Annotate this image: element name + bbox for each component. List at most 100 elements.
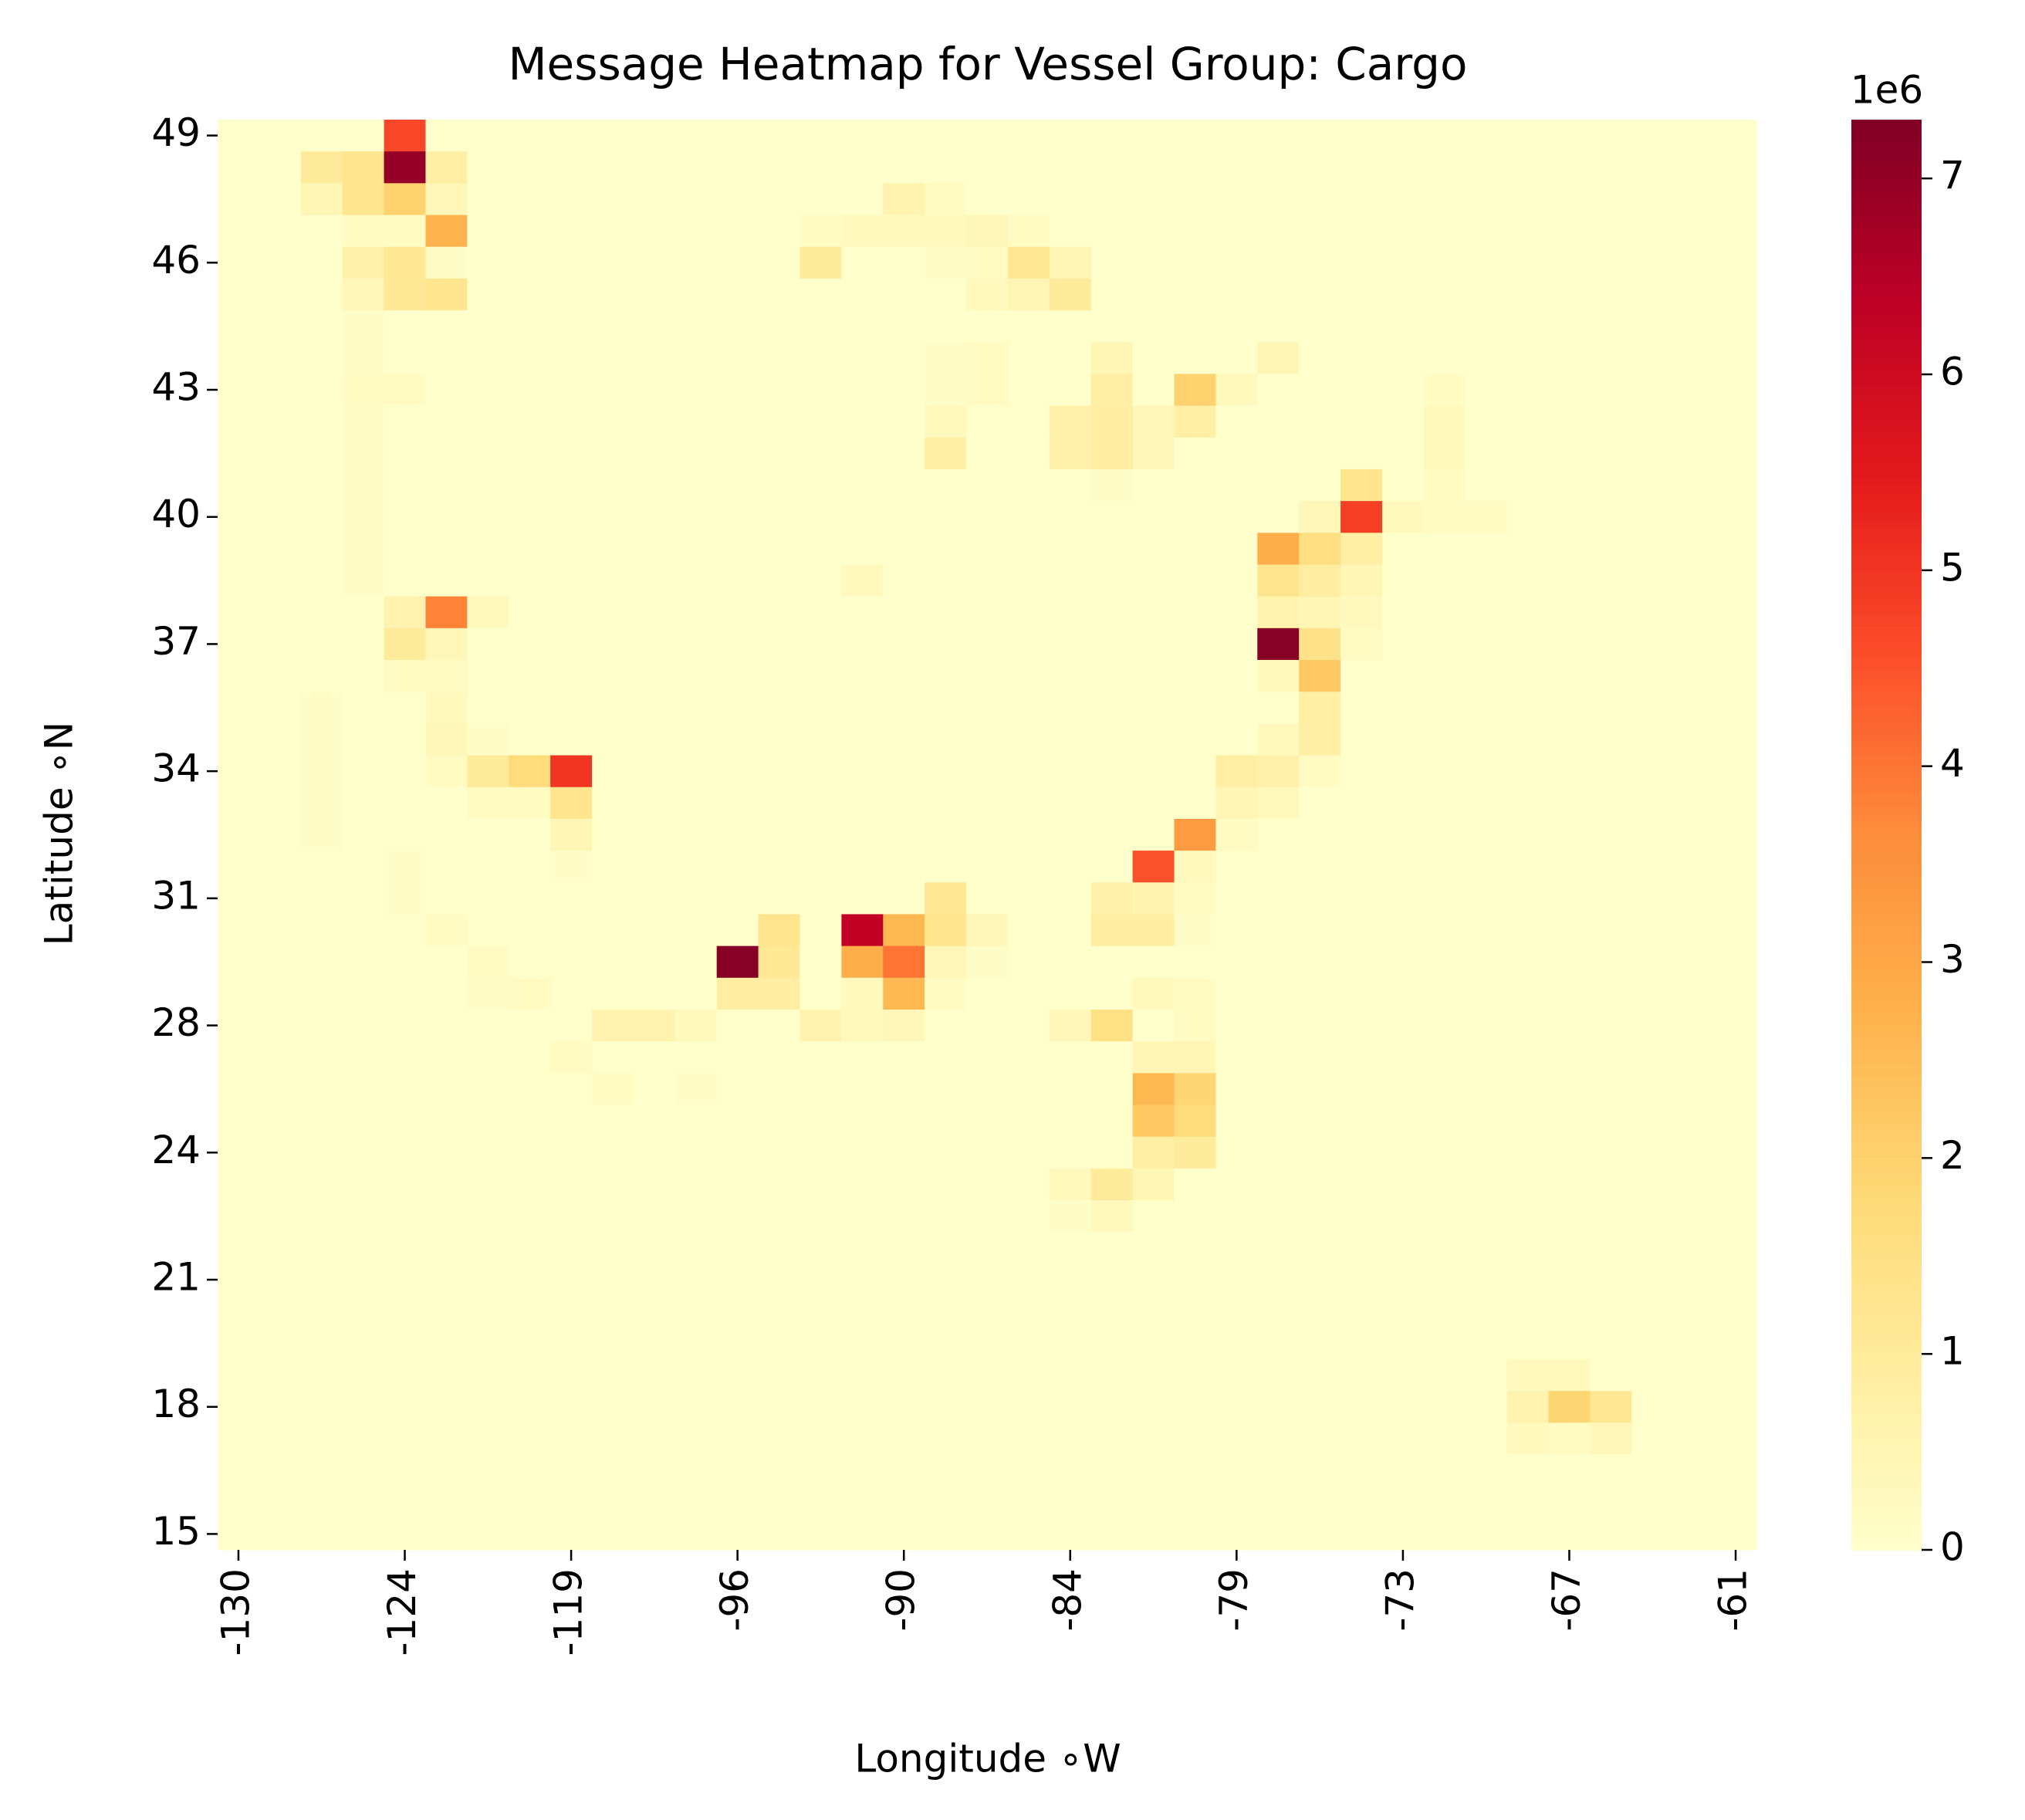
heatmap-cell: [1132, 310, 1175, 343]
heatmap-cell: [342, 914, 385, 947]
heatmap-cell: [1299, 215, 1341, 248]
heatmap-cell: [300, 533, 343, 566]
heatmap-cell: [1381, 183, 1425, 216]
heatmap-cell: [425, 437, 468, 470]
heatmap-cell: [1174, 1136, 1217, 1169]
heatmap-cell: [1548, 596, 1591, 629]
heatmap-cell: [1090, 215, 1134, 248]
heatmap-cell: [800, 1105, 842, 1138]
heatmap-cell: [800, 246, 842, 279]
heatmap-cell: [966, 564, 1009, 597]
heatmap-cell: [800, 851, 842, 883]
heatmap-cell: [384, 1105, 427, 1138]
heatmap-cell: [1381, 882, 1425, 915]
heatmap-cell: [342, 183, 385, 216]
colorbar-segment: [1851, 648, 1922, 657]
heatmap-cell: [1215, 437, 1258, 470]
heatmap-cell: [300, 692, 343, 724]
heatmap-cell: [1049, 946, 1092, 979]
heatmap-cell: [1049, 1423, 1092, 1456]
heatmap-cell: [1465, 787, 1508, 820]
heatmap-cell: [1007, 787, 1050, 820]
heatmap-cell: [425, 183, 468, 216]
heatmap-cell: [1506, 1454, 1550, 1487]
heatmap-cell: [1673, 120, 1716, 152]
heatmap-cell: [300, 151, 343, 184]
heatmap-cell: [1090, 342, 1134, 375]
y-tick-label: 43: [151, 365, 201, 410]
heatmap-cell: [674, 1200, 718, 1233]
heatmap-cell: [1132, 1009, 1175, 1042]
heatmap-cell: [1590, 215, 1632, 248]
heatmap-cell: [1548, 246, 1591, 279]
heatmap-cell: [509, 755, 551, 788]
heatmap-cell: [1423, 977, 1466, 1010]
heatmap-cell: [758, 1105, 801, 1138]
heatmap-cell: [1631, 310, 1674, 343]
heatmap-cell: [716, 1295, 759, 1328]
heatmap-cell: [1090, 914, 1134, 947]
colorbar-segment: [1851, 591, 1922, 600]
heatmap-cell: [1548, 818, 1591, 851]
heatmap-cell: [1673, 310, 1716, 343]
heatmap-cell: [841, 533, 884, 566]
heatmap-cell: [1673, 946, 1716, 979]
heatmap-cell: [758, 469, 801, 502]
heatmap-cell: [633, 1486, 676, 1519]
colorbar-segment: [1851, 1264, 1922, 1272]
heatmap-cell: [1715, 1264, 1757, 1297]
heatmap-cell: [550, 1073, 593, 1106]
heatmap-cell: [300, 120, 343, 152]
heatmap-cell: [259, 723, 302, 756]
heatmap-cell: [758, 628, 801, 661]
heatmap-cell: [674, 215, 718, 248]
colorbar-segment: [1851, 570, 1922, 578]
heatmap-cell: [259, 374, 302, 407]
heatmap-cell: [300, 405, 343, 438]
heatmap-cell: [1174, 1009, 1217, 1042]
heatmap-cell: [300, 1517, 343, 1551]
colorbar-segment: [1851, 284, 1922, 293]
heatmap-cell: [509, 723, 551, 756]
heatmap-cell: [966, 882, 1009, 915]
heatmap-cell: [1506, 278, 1550, 311]
heatmap-cell: [300, 1009, 343, 1042]
heatmap-cell: [1465, 628, 1508, 661]
heatmap-cell: [1049, 660, 1092, 692]
colorbar-segment: [1851, 606, 1922, 614]
colorbar-segment: [1851, 276, 1922, 285]
heatmap-cell: [1090, 437, 1134, 470]
heatmap-cell: [633, 246, 676, 279]
heatmap-cell: [1465, 1232, 1508, 1264]
heatmap-cell: [1465, 151, 1508, 184]
heatmap-cell: [800, 501, 842, 533]
heatmap-cell: [633, 1168, 676, 1201]
heatmap-cell: [1007, 723, 1050, 756]
heatmap-cell: [1340, 818, 1383, 851]
colorbar-segment: [1851, 1328, 1922, 1336]
heatmap-cell: [1049, 310, 1092, 343]
heatmap-cell: [1174, 660, 1217, 692]
heatmap-cell: [1465, 533, 1508, 566]
heatmap-cell: [1257, 151, 1300, 184]
heatmap-cell: [1590, 501, 1632, 533]
heatmap-cell: [633, 1517, 676, 1551]
heatmap-cell: [1340, 628, 1383, 661]
heatmap-cell: [1381, 1200, 1425, 1233]
heatmap-cell: [1215, 564, 1258, 597]
colorbar-segment: [1851, 999, 1922, 1007]
heatmap-cell: [1007, 1232, 1050, 1264]
heatmap-cell: [716, 437, 759, 470]
heatmap-cell: [592, 1105, 634, 1138]
heatmap-cell: [1548, 278, 1591, 311]
heatmap-cell: [509, 151, 551, 184]
heatmap-cell: [550, 1200, 593, 1233]
colorbar-segment: [1851, 1063, 1922, 1072]
heatmap-cell: [1340, 1391, 1383, 1423]
colorbar-segment: [1851, 577, 1922, 586]
heatmap-cell: [883, 1295, 925, 1328]
heatmap-cell: [425, 1517, 468, 1551]
colorbar-segment: [1851, 1228, 1922, 1236]
heatmap-cell: [218, 342, 260, 375]
heatmap-cell: [509, 215, 551, 248]
